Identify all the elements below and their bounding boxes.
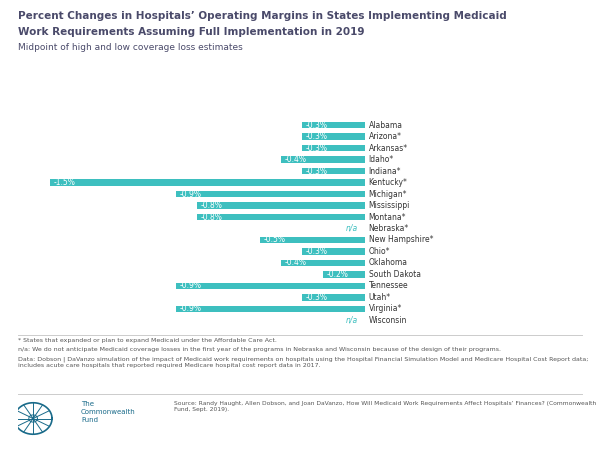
Bar	[260, 237, 365, 243]
Text: -0.3%: -0.3%	[306, 132, 328, 141]
Text: Utah*: Utah*	[368, 293, 391, 302]
Text: Wisconsin: Wisconsin	[368, 316, 407, 325]
Bar	[323, 271, 365, 278]
Text: Percent Changes in Hospitals’ Operating Margins in States Implementing Medicaid: Percent Changes in Hospitals’ Operating …	[18, 11, 507, 21]
Bar	[176, 283, 365, 289]
Text: -0.8%: -0.8%	[200, 212, 223, 221]
Text: n/a: n/a	[346, 224, 358, 233]
Text: Arkansas*: Arkansas*	[368, 144, 408, 153]
Text: -0.9%: -0.9%	[180, 189, 202, 198]
Text: -0.9%: -0.9%	[180, 305, 202, 314]
Text: Midpoint of high and low coverage loss estimates: Midpoint of high and low coverage loss e…	[18, 43, 243, 52]
Bar	[302, 145, 365, 151]
Text: -1.5%: -1.5%	[53, 178, 76, 187]
Text: Virginia*: Virginia*	[368, 305, 402, 314]
Text: -0.4%: -0.4%	[285, 155, 307, 164]
Text: Montana*: Montana*	[368, 212, 406, 221]
Text: Oklahoma: Oklahoma	[368, 258, 408, 267]
Bar	[302, 168, 365, 174]
Text: -0.2%: -0.2%	[326, 270, 349, 279]
Bar	[176, 306, 365, 312]
Text: The
Commonwealth
Fund: The Commonwealth Fund	[81, 401, 136, 423]
Text: -0.3%: -0.3%	[306, 121, 328, 130]
Text: -0.4%: -0.4%	[285, 258, 307, 267]
Bar	[176, 191, 365, 197]
Text: South Dakota: South Dakota	[368, 270, 421, 279]
Text: Ohio*: Ohio*	[368, 247, 390, 256]
Text: Kentucky*: Kentucky*	[368, 178, 407, 187]
Text: -0.3%: -0.3%	[306, 247, 328, 256]
Text: -0.9%: -0.9%	[180, 281, 202, 290]
Text: New Hampshire*: New Hampshire*	[368, 235, 433, 244]
Bar	[49, 180, 365, 186]
Text: Arizona*: Arizona*	[368, 132, 402, 141]
Text: Idaho*: Idaho*	[368, 155, 394, 164]
Bar	[197, 202, 365, 209]
Text: Source: Randy Haught, Allen Dobson, and Joan DaVanzo, How Will Medicaid Work Req: Source: Randy Haught, Allen Dobson, and …	[174, 401, 596, 412]
Bar	[281, 260, 365, 266]
Text: Alabama: Alabama	[368, 121, 403, 130]
Text: Mississippi: Mississippi	[368, 201, 410, 210]
Text: -0.3%: -0.3%	[306, 166, 328, 176]
Text: Tennessee: Tennessee	[368, 281, 409, 290]
Text: n/a: We do not anticipate Medicaid coverage losses in the first year of the prog: n/a: We do not anticipate Medicaid cover…	[18, 347, 501, 352]
Text: -0.5%: -0.5%	[264, 235, 286, 244]
Bar	[302, 294, 365, 301]
Text: * States that expanded or plan to expand Medicaid under the Affordable Care Act.: * States that expanded or plan to expand…	[18, 338, 277, 343]
Text: Michigan*: Michigan*	[368, 189, 407, 198]
Text: n/a: n/a	[346, 316, 358, 325]
Text: Indiana*: Indiana*	[368, 166, 401, 176]
Text: Nebraska*: Nebraska*	[368, 224, 409, 233]
Text: -0.3%: -0.3%	[306, 144, 328, 153]
Text: Work Requirements Assuming Full Implementation in 2019: Work Requirements Assuming Full Implemen…	[18, 27, 365, 37]
Bar	[197, 214, 365, 220]
Bar	[302, 133, 365, 140]
Text: Data: Dobson | DaVanzo simulation of the impact of Medicaid work requirements on: Data: Dobson | DaVanzo simulation of the…	[18, 356, 589, 368]
Text: -0.3%: -0.3%	[306, 293, 328, 302]
Bar	[302, 122, 365, 128]
Bar	[302, 248, 365, 255]
Bar	[281, 156, 365, 163]
Text: -0.8%: -0.8%	[200, 201, 223, 210]
